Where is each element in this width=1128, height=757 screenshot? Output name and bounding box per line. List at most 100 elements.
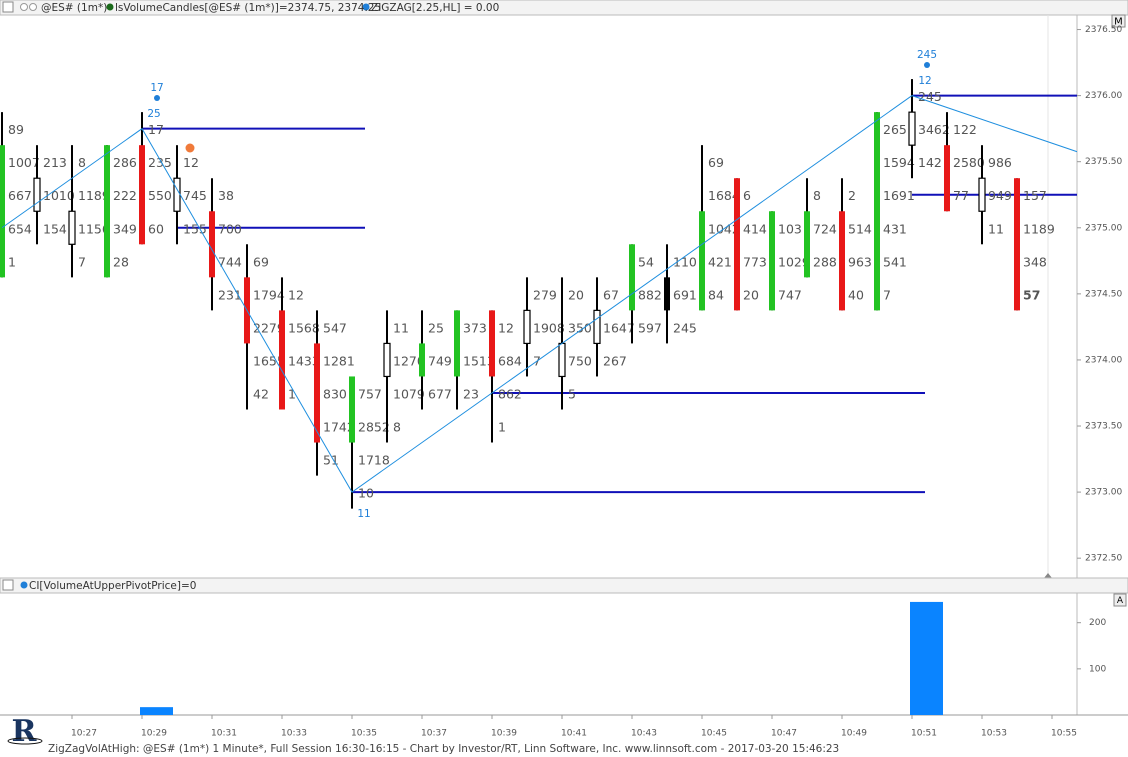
volume-at-price: 8	[393, 420, 401, 435]
volume-at-price: 25	[428, 320, 444, 335]
volume-at-price: 17	[148, 122, 164, 137]
volume-at-price: 6	[743, 188, 751, 203]
volume-at-price: 757	[358, 386, 382, 401]
candle-body	[908, 111, 916, 146]
volume-at-price: 213	[43, 155, 67, 170]
candle-body	[314, 343, 320, 443]
volume-at-price: 77	[953, 188, 969, 203]
candle-body	[383, 342, 391, 378]
candle-body	[419, 343, 425, 377]
volume-at-price: 103	[778, 221, 802, 236]
volume-at-price: 431	[883, 221, 907, 236]
volume-at-price: 1691	[883, 188, 915, 203]
candle-body	[629, 244, 635, 311]
volume-at-price: 1270	[393, 353, 425, 368]
volume-at-price: 514	[848, 221, 872, 236]
candle-body	[1014, 178, 1020, 311]
volume-at-price: 1010	[43, 188, 75, 203]
volume-at-price: 2279	[253, 320, 285, 335]
close-button[interactable]	[2, 579, 14, 591]
x-tick-label: 10:29	[141, 729, 167, 739]
volume-at-price: 1007	[8, 155, 40, 170]
y-tick-label: 2376.50	[1085, 25, 1122, 35]
candle-body	[874, 112, 880, 311]
indicator-bar	[140, 707, 173, 715]
auto-button[interactable]	[1113, 593, 1127, 607]
volume-at-price: 20	[568, 287, 584, 302]
candle-body	[0, 145, 5, 278]
volume-at-price: 84	[708, 287, 724, 302]
candle-body	[664, 277, 670, 311]
volume-at-price: 350	[568, 320, 592, 335]
volume-at-price: 38	[218, 188, 234, 203]
volume-at-price: 142	[918, 155, 942, 170]
y-tick-label: 2374.00	[1085, 355, 1122, 365]
volume-at-price: 1742	[323, 420, 355, 435]
volume-at-price: 7	[78, 254, 86, 269]
candle-body	[523, 309, 531, 345]
volume-at-price: 286	[113, 155, 137, 170]
volume-at-price: 11	[988, 221, 1004, 236]
icon	[20, 3, 28, 11]
volume-at-price: 348	[1023, 254, 1047, 269]
x-tick-label: 10:49	[841, 729, 867, 739]
header-study: ZIGZAG[2.25,HL] = 0.00	[371, 2, 499, 14]
volume-at-price: 654	[8, 221, 32, 236]
volume-at-price: 1513	[463, 353, 495, 368]
volume-at-price: 1	[288, 386, 296, 401]
y-tick-label: 100	[1089, 664, 1106, 674]
volume-at-price: 60	[148, 221, 164, 236]
volume-at-price: 373	[463, 320, 487, 335]
volume-at-price: 10	[358, 486, 374, 501]
volume-at-price: 2852	[358, 420, 390, 435]
x-tick-label: 10:47	[771, 729, 797, 739]
x-tick-label: 10:37	[421, 729, 447, 739]
signal-dot	[185, 143, 195, 153]
candle-body	[489, 310, 495, 377]
icon	[362, 3, 370, 11]
volume-at-price: 245	[918, 89, 942, 104]
volume-at-price: 20	[743, 287, 759, 302]
volume-at-price: 963	[848, 254, 872, 269]
volume-at-price: 862	[498, 386, 522, 401]
header-bar	[0, 0, 1128, 16]
volume-at-price: 414	[743, 221, 767, 236]
volume-at-price: 89	[8, 122, 24, 137]
candle-body	[839, 211, 845, 311]
volume-at-price: 750	[568, 353, 592, 368]
volume-at-price: 1647	[603, 320, 635, 335]
volume-at-price: 54	[638, 254, 654, 269]
volume-at-price: 1718	[358, 453, 390, 468]
y-tick-label: 200	[1089, 618, 1106, 628]
pivot-dot	[924, 62, 930, 68]
x-tick-label: 10:55	[1051, 729, 1077, 739]
volume-at-price: 1908	[533, 320, 565, 335]
volume-at-price: 245	[673, 320, 697, 335]
volume-at-price: 1655	[253, 353, 285, 368]
y-tick-label: 2375.50	[1085, 157, 1122, 167]
x-tick-label: 10:35	[351, 729, 377, 739]
volume-at-price: 288	[813, 254, 837, 269]
header-study: lsVolumeCandles[@ES# (1m*)]=2374.75, 237…	[115, 2, 381, 14]
logo: R	[7, 714, 43, 752]
volume-at-price: 12	[183, 155, 199, 170]
maximize-button[interactable]	[1111, 14, 1126, 28]
volume-at-price: 949	[988, 188, 1012, 203]
logo-ring	[7, 737, 43, 745]
candle-body	[978, 177, 986, 212]
candle-body	[804, 211, 810, 278]
volume-at-price: 1281	[323, 353, 355, 368]
volume-at-price: 154	[43, 221, 67, 236]
volume-at-price: 550	[148, 188, 172, 203]
volume-at-price: 279	[533, 287, 557, 302]
price-plot: 8910076676541213101015481189115672862223…	[0, 79, 1077, 509]
volume-at-price: 724	[813, 221, 837, 236]
close-button[interactable]	[2, 1, 14, 13]
volume-at-price: 773	[743, 254, 767, 269]
volume-at-price: 421	[708, 254, 732, 269]
zigzag-annotation: 245	[917, 49, 937, 61]
volume-at-price: 155	[183, 221, 207, 236]
volume-at-price: 1568	[288, 320, 320, 335]
candle-body	[699, 211, 705, 311]
